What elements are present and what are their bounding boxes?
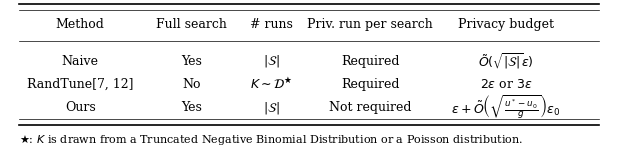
Text: Privacy budget: Privacy budget [458, 18, 554, 31]
Text: $\tilde{O}(\sqrt{|\mathcal{S}|}\varepsilon)$: $\tilde{O}(\sqrt{|\mathcal{S}|}\varepsil… [478, 51, 534, 71]
Text: # runs: # runs [250, 18, 293, 31]
Text: Required: Required [341, 55, 399, 68]
Text: Required: Required [341, 78, 399, 91]
Text: Yes: Yes [181, 101, 202, 114]
Text: Naive: Naive [61, 55, 99, 68]
Text: Yes: Yes [181, 55, 202, 68]
Text: Ours: Ours [65, 101, 95, 114]
Text: Method: Method [56, 18, 105, 31]
Text: RandTune[7, 12]: RandTune[7, 12] [27, 78, 134, 91]
Text: $\varepsilon + \tilde{O}\left(\sqrt{\frac{u^*-u_0}{g}}\right)\varepsilon_0$: $\varepsilon + \tilde{O}\left(\sqrt{\fra… [451, 94, 561, 122]
Text: Priv. run per search: Priv. run per search [307, 18, 433, 31]
Text: $2\varepsilon$ or $3\varepsilon$: $2\varepsilon$ or $3\varepsilon$ [480, 78, 532, 91]
Text: $K \sim \mathcal{D}^{\bigstar}$: $K \sim \mathcal{D}^{\bigstar}$ [250, 77, 293, 92]
Text: $\bigstar$: $K$ is drawn from a Truncated Negative Binomial Distribution or a Po: $\bigstar$: $K$ is drawn from a Truncate… [19, 133, 523, 147]
Text: Not required: Not required [329, 101, 412, 114]
Text: $|\mathcal{S}|$: $|\mathcal{S}|$ [263, 100, 280, 116]
Text: $|\mathcal{S}|$: $|\mathcal{S}|$ [263, 53, 280, 69]
Text: No: No [182, 78, 200, 91]
Text: Full search: Full search [156, 18, 227, 31]
